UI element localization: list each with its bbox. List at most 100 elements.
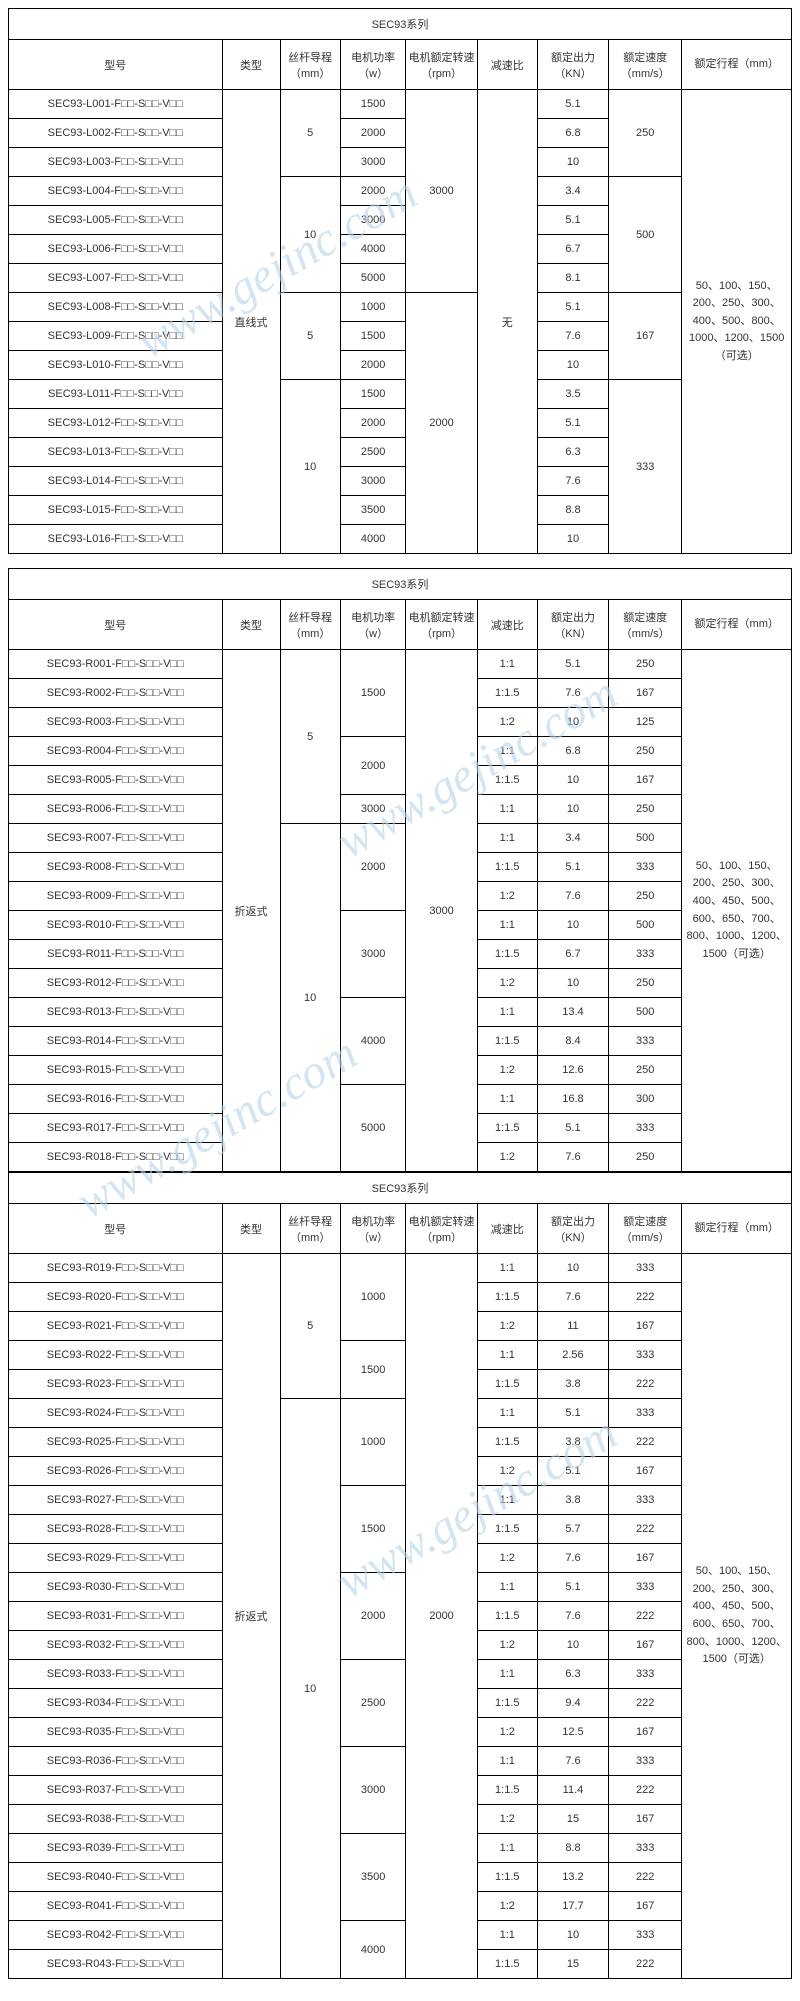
cell-power: 1500	[340, 90, 406, 119]
cell-speed: 250	[609, 795, 682, 824]
cell-model: SEC93‐R005-F□□-S□□-V□□	[9, 766, 223, 795]
hdr-power: 电机功率（w）	[340, 600, 406, 650]
cell-speed: 333	[609, 380, 682, 554]
hdr-speed: 额定速度（mm/s）	[609, 40, 682, 90]
cell-ratio: 1:1.5	[477, 766, 537, 795]
cell-model: SEC93‐R019-F□□-S□□-V□□	[9, 1254, 223, 1283]
cell-speed: 222	[609, 1428, 682, 1457]
cell-speed: 333	[609, 1341, 682, 1370]
hdr-stroke: 额定行程（mm）	[682, 1204, 792, 1254]
hdr-rpm: 电机额定转速（rpm）	[406, 1204, 477, 1254]
cell-model: SEC93‐R036-F□□-S□□-V□□	[9, 1747, 223, 1776]
cell-force: 3.8	[537, 1370, 608, 1399]
cell-model: SEC93‐L012-F□□-S□□-V□□	[9, 409, 223, 438]
cell-speed: 167	[609, 1544, 682, 1573]
cell-ratio: 1:1.5	[477, 1370, 537, 1399]
cell-speed: 300	[609, 1085, 682, 1114]
cell-force: 7.6	[537, 1544, 608, 1573]
cell-power: 3000	[340, 467, 406, 496]
table-row: SEC93‐R022-F□□-S□□-V□□15001:12.56333	[9, 1341, 792, 1370]
cell-speed: 167	[609, 1457, 682, 1486]
table1-title: SEC93系列	[9, 9, 792, 40]
cell-lead: 5	[280, 650, 340, 824]
cell-force: 7.6	[537, 882, 608, 911]
cell-speed: 500	[609, 824, 682, 853]
hdr-force: 额定出力（KN）	[537, 40, 608, 90]
cell-force: 6.8	[537, 119, 608, 148]
cell-ratio: 1:1.5	[477, 1428, 537, 1457]
cell-power: 2500	[340, 1660, 406, 1747]
cell-power: 4000	[340, 525, 406, 554]
cell-speed: 167	[609, 1718, 682, 1747]
cell-ratio: 1:2	[477, 1631, 537, 1660]
cell-model: SEC93‐R015-F□□-S□□-V□□	[9, 1056, 223, 1085]
table-row: SEC93‐R010-F□□-S□□-V□□30001:110500	[9, 911, 792, 940]
cell-model: SEC93‐L008-F□□-S□□-V□□	[9, 293, 223, 322]
cell-force: 13.2	[537, 1863, 608, 1892]
cell-ratio: 1:2	[477, 1544, 537, 1573]
cell-ratio: 1:1	[477, 1486, 537, 1515]
cell-ratio: 1:2	[477, 882, 537, 911]
cell-power: 5000	[340, 264, 406, 293]
table3-title: SEC93系列	[9, 1173, 792, 1204]
table-row: SEC93‐R039-F□□-S□□-V□□35001:18.8333	[9, 1834, 792, 1863]
cell-speed: 333	[609, 1573, 682, 1602]
cell-ratio: 1:2	[477, 1805, 537, 1834]
cell-model: SEC93‐R034-F□□-S□□-V□□	[9, 1689, 223, 1718]
cell-ratio: 1:2	[477, 1457, 537, 1486]
cell-force: 6.7	[537, 940, 608, 969]
hdr-type: 类型	[222, 1204, 280, 1254]
cell-rpm: 3000	[406, 90, 477, 293]
hdr-power: 电机功率（w）	[340, 1204, 406, 1254]
cell-force: 10	[537, 1921, 608, 1950]
cell-force: 3.5	[537, 380, 608, 409]
cell-force: 8.1	[537, 264, 608, 293]
cell-force: 8.8	[537, 496, 608, 525]
cell-ratio: 1:1.5	[477, 1283, 537, 1312]
cell-model: SEC93‐R023-F□□-S□□-V□□	[9, 1370, 223, 1399]
cell-model: SEC93‐L013-F□□-S□□-V□□	[9, 438, 223, 467]
cell-force: 6.3	[537, 438, 608, 467]
cell-force: 5.1	[537, 293, 608, 322]
cell-stroke: 50、100、150、200、250、300、400、450、500、600、6…	[682, 1254, 792, 1979]
cell-force: 6.3	[537, 1660, 608, 1689]
cell-power: 2000	[340, 177, 406, 206]
cell-speed: 222	[609, 1863, 682, 1892]
cell-power: 2000	[340, 1573, 406, 1660]
cell-lead: 5	[280, 293, 340, 380]
cell-ratio: 1:1	[477, 1254, 537, 1283]
hdr-power: 电机功率（w）	[340, 40, 406, 90]
cell-force: 7.6	[537, 1143, 608, 1172]
cell-lead: 10	[280, 824, 340, 1172]
cell-ratio: 1:1	[477, 1085, 537, 1114]
cell-model: SEC93‐L016-F□□-S□□-V□□	[9, 525, 223, 554]
cell-ratio: 1:2	[477, 969, 537, 998]
cell-ratio: 1:1.5	[477, 1950, 537, 1979]
cell-speed: 500	[609, 177, 682, 293]
cell-speed: 333	[609, 1747, 682, 1776]
cell-model: SEC93‐R025-F□□-S□□-V□□	[9, 1428, 223, 1457]
cell-type: 折返式	[222, 650, 280, 1172]
cell-ratio: 1:1	[477, 795, 537, 824]
cell-rpm: 2000	[406, 293, 477, 554]
cell-model: SEC93‐L010-F□□-S□□-V□□	[9, 351, 223, 380]
table-row: SEC93‐R006-F□□-S□□-V□□30001:110250	[9, 795, 792, 824]
cell-model: SEC93‐R006-F□□-S□□-V□□	[9, 795, 223, 824]
cell-force: 11.4	[537, 1776, 608, 1805]
cell-model: SEC93‐L007-F□□-S□□-V□□	[9, 264, 223, 293]
cell-power: 4000	[340, 998, 406, 1085]
cell-ratio: 1:1.5	[477, 1689, 537, 1718]
cell-ratio: 1:1	[477, 1834, 537, 1863]
cell-force: 11	[537, 1312, 608, 1341]
cell-force: 12.5	[537, 1718, 608, 1747]
cell-model: SEC93‐L001-F□□-S□□-V□□	[9, 90, 223, 119]
cell-force: 5.1	[537, 1114, 608, 1143]
cell-ratio: 1:1	[477, 1341, 537, 1370]
cell-model: SEC93‐R043-F□□-S□□-V□□	[9, 1950, 223, 1979]
cell-stroke: 50、100、150、200、250、300、400、450、500、600、6…	[682, 650, 792, 1172]
hdr-force: 额定出力（KN）	[537, 600, 608, 650]
hdr-stroke: 额定行程（mm）	[682, 600, 792, 650]
table-row: SEC93‐L008-F□□-S□□-V□□5100020005.1167	[9, 293, 792, 322]
hdr-model: 型号	[9, 40, 223, 90]
cell-force: 5.7	[537, 1515, 608, 1544]
